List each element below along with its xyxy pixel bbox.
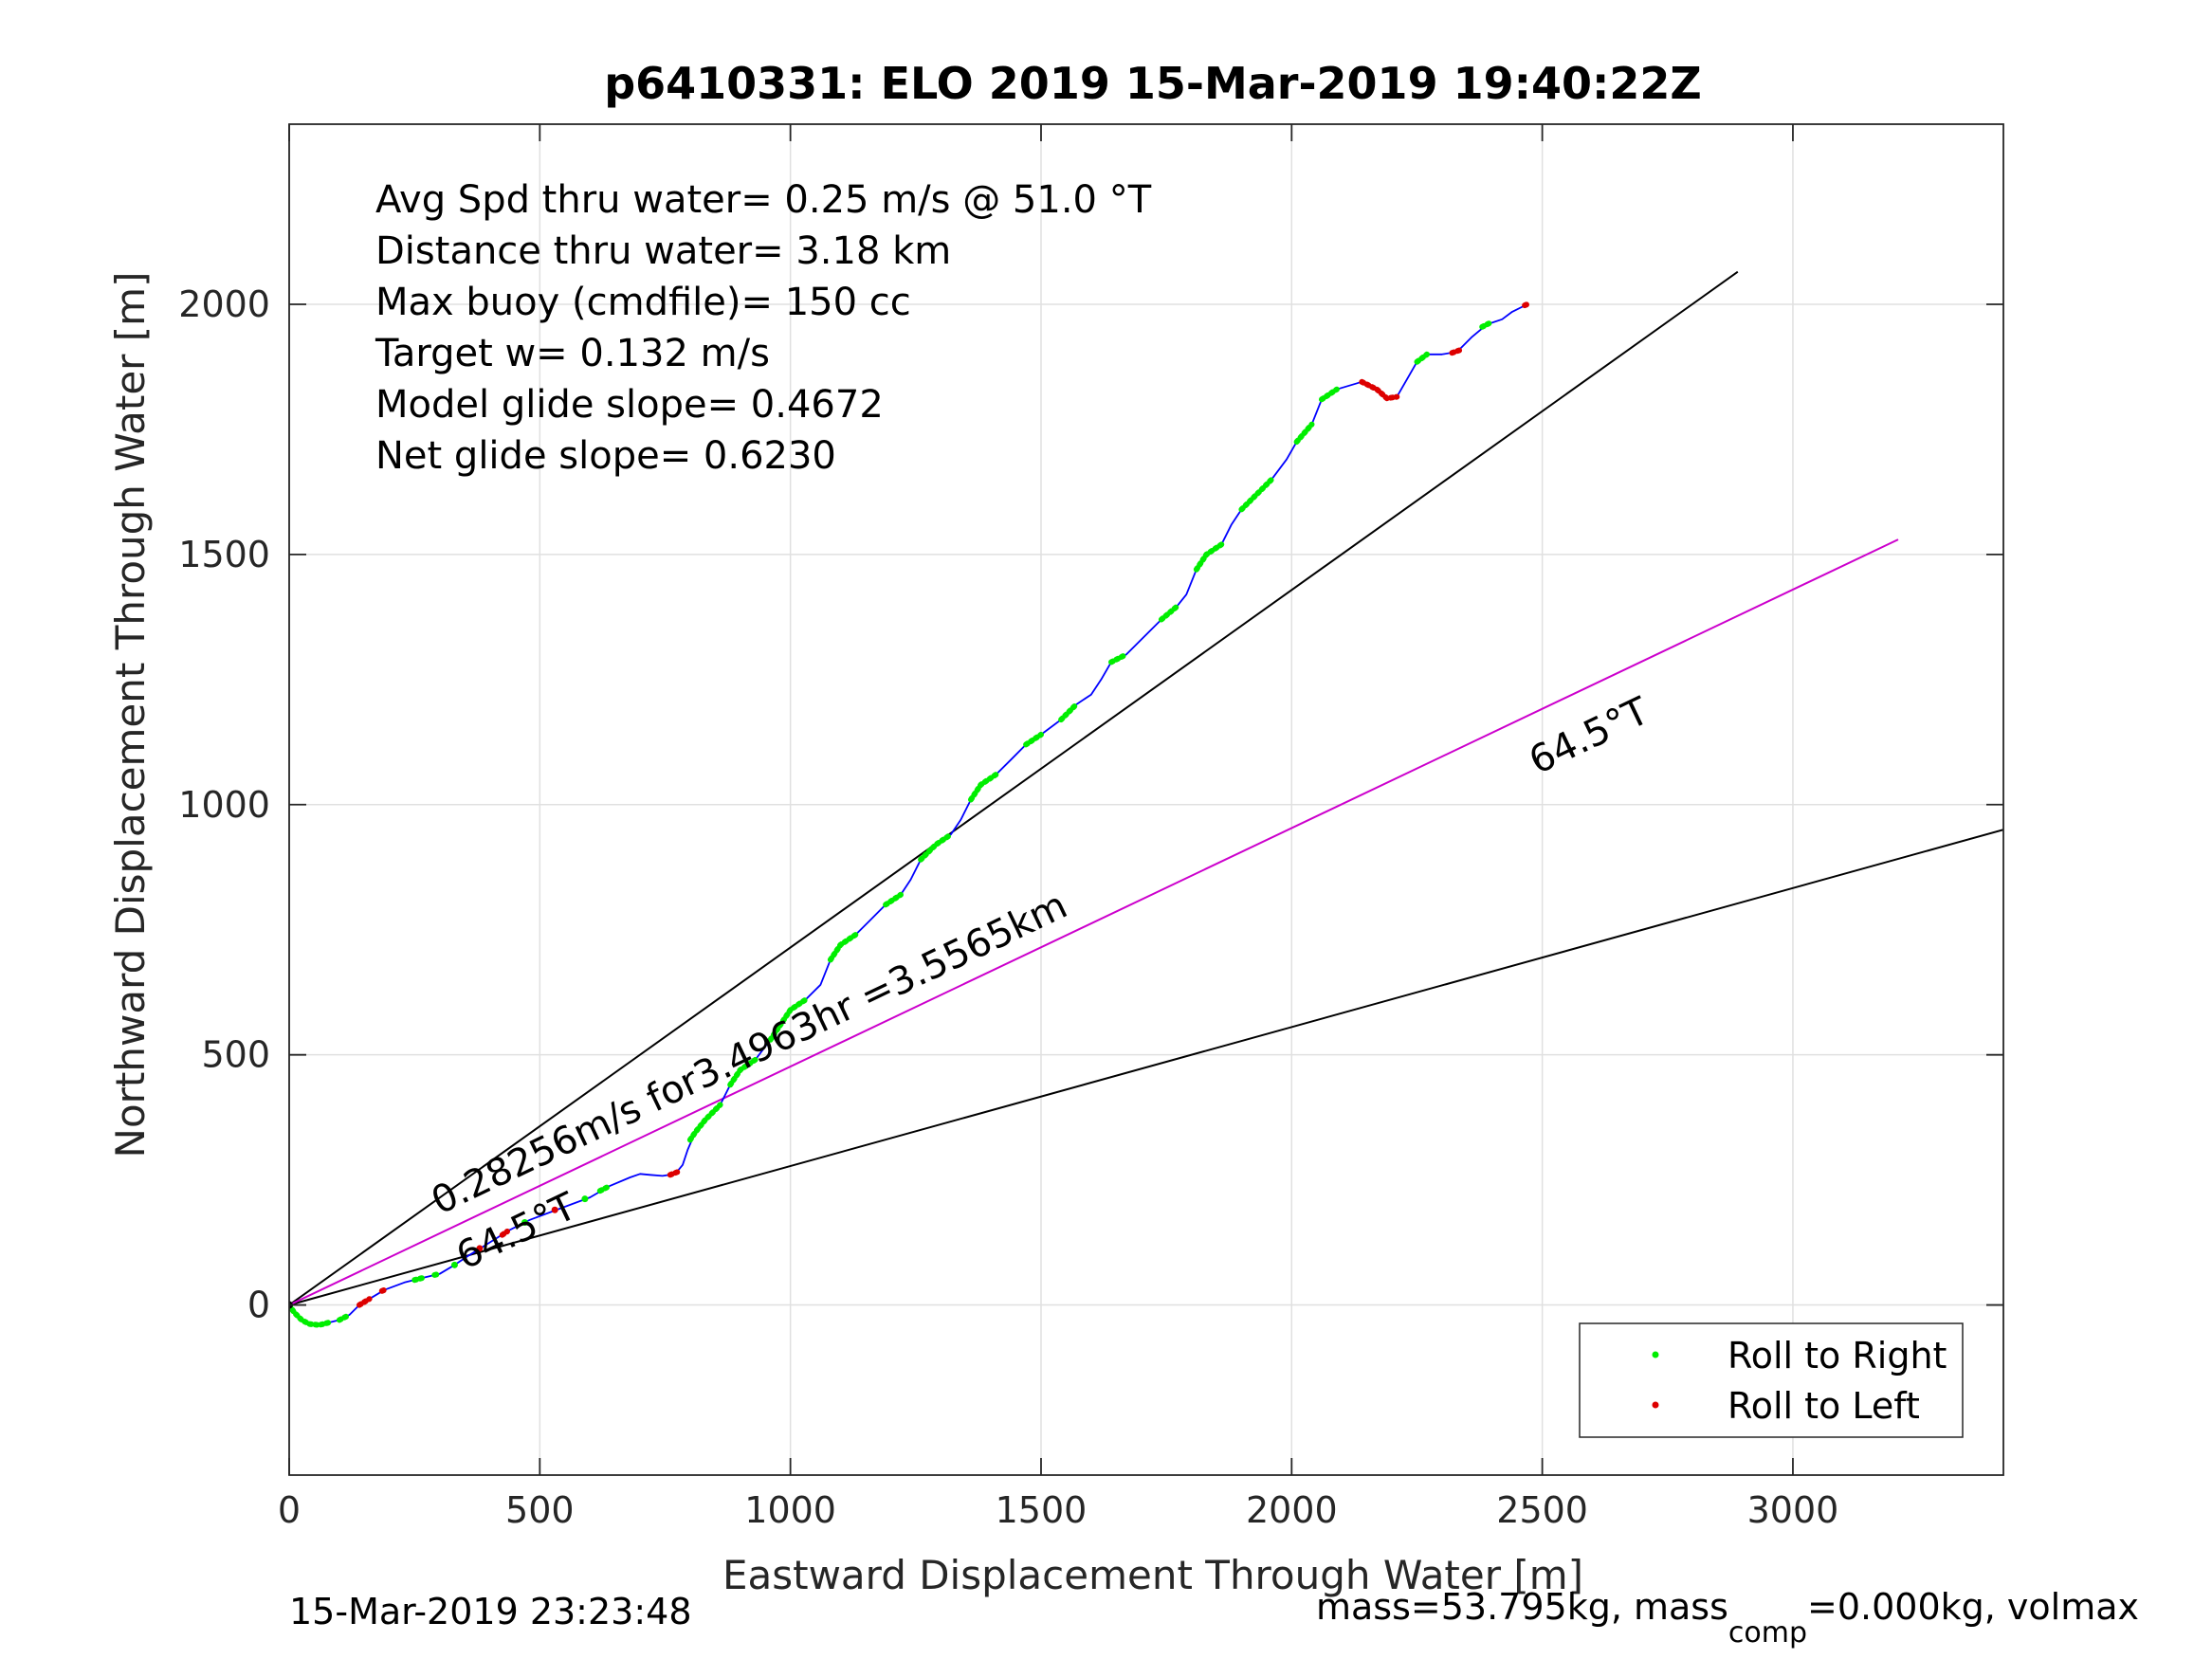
x-tick-label: 3000: [1747, 1489, 1839, 1531]
x-tick-label: 2500: [1496, 1489, 1588, 1531]
y-tick-label: 500: [201, 1034, 270, 1076]
roll-right-segment: [827, 932, 859, 963]
wedge-line-1: [289, 829, 2003, 1306]
roll-right-segment: [411, 1274, 428, 1284]
stats-block: Avg Spd thru water= 0.25 m/s @ 51.0 °T Di…: [375, 178, 1152, 478]
grid-lines: [288, 124, 2003, 1475]
footer-mass-sub: comp: [1728, 1616, 1807, 1650]
roll-left-segment: [499, 1229, 510, 1238]
stat-line-5: Net glide slope= 0.6230: [375, 434, 836, 478]
roll-left-segment: [378, 1285, 391, 1294]
x-axis-label: Eastward Displacement Through Water [m]: [722, 1552, 1583, 1598]
legend-box: [1579, 1322, 1964, 1438]
roll-right-segment: [918, 831, 954, 863]
roll-right-segment: [1293, 421, 1315, 446]
x-tick-label: 500: [505, 1489, 575, 1531]
y-tick-label: 2000: [178, 283, 270, 325]
plot-area: [289, 270, 2003, 1328]
roll-right-segment: [431, 1270, 443, 1278]
x-tick-label: 0: [278, 1489, 301, 1531]
roll-right-segment: [1058, 702, 1079, 723]
roll-left-point: [551, 1206, 558, 1213]
target-heading-line: [289, 538, 1899, 1306]
roll-left-segment: [667, 1169, 681, 1178]
axes-box: [288, 123, 2004, 1476]
legend-label-roll-left: Roll to Left: [1728, 1385, 1920, 1427]
roll-right-segment: [596, 1182, 613, 1194]
y-tick-label: 1500: [178, 534, 270, 575]
roll-left-segment: [1522, 300, 1533, 309]
roll-right-segment: [727, 1056, 759, 1088]
roll-right-segment: [1193, 541, 1225, 573]
roll-right-segment: [1319, 386, 1340, 403]
roll-right-segment: [767, 996, 809, 1043]
footer-mass-main: mass=53.795kg, mass: [1316, 1586, 1728, 1628]
roll-right-segment: [686, 1102, 723, 1143]
roll-right-segment: [1023, 731, 1044, 748]
stat-line-2: Max buoy (cmdfile)= 150 cc: [375, 281, 911, 324]
roll-right-segment: [1108, 651, 1129, 665]
roll-right-point: [581, 1195, 589, 1203]
y-tick-label: 1000: [178, 784, 270, 826]
legend-marker-roll-right: [1652, 1351, 1659, 1358]
wedge-line-0: [289, 270, 1739, 1306]
roll-right-segment: [883, 891, 904, 908]
roll-left-segment: [1359, 378, 1400, 402]
footer-mass-rest: =0.000kg, volmax: [1807, 1586, 2139, 1628]
roll-right-point: [521, 1218, 528, 1226]
roll-right-point: [450, 1261, 458, 1268]
roll-left-segment: [356, 1296, 373, 1308]
footer-timestamp: 15-Mar-2019 23:23:48: [289, 1591, 692, 1632]
footer-mass-info: mass=53.795kg, masscomp=0.000kg, volmax: [1316, 1586, 2139, 1650]
y-axis-label: Northward Displacement Through Water [m]: [107, 272, 154, 1158]
roll-right-segment: [968, 772, 999, 803]
axes: 0 500 1000 1500 2000 2500 3000 0 500 1000 1500 2000: [178, 123, 2004, 1531]
roll-right-segment: [1158, 604, 1179, 623]
stat-line-3: Target w= 0.132 m/s: [375, 332, 770, 375]
legend: Roll to Right Roll to Left: [1579, 1322, 1964, 1438]
x-tick-label: 1000: [744, 1489, 836, 1531]
roll-left-segment: [1449, 346, 1466, 356]
stat-line-1: Distance thru water= 3.18 km: [375, 229, 951, 273]
stat-line-4: Model glide slope= 0.4672: [375, 383, 884, 427]
roll-right-segment: [1238, 476, 1275, 513]
roll-right-segment: [336, 1312, 353, 1323]
legend-marker-roll-left: [1652, 1401, 1659, 1409]
chart-title: p6410331: ELO 2019 15-Mar-2019 19:40:22Z: [604, 58, 1702, 109]
roll-left-point: [476, 1245, 484, 1252]
x-tick-label: 1500: [996, 1489, 1088, 1531]
x-tick-label: 2000: [1246, 1489, 1338, 1531]
roll-right-segment: [1414, 351, 1430, 365]
y-tick-label: 0: [247, 1285, 270, 1326]
stat-line-0: Avg Spd thru water= 0.25 m/s @ 51.0 °T: [375, 178, 1152, 222]
roll-right-segment: [1479, 319, 1495, 330]
legend-label-roll-right: Roll to Right: [1728, 1335, 1947, 1376]
roll-right-segment: [289, 1302, 333, 1328]
